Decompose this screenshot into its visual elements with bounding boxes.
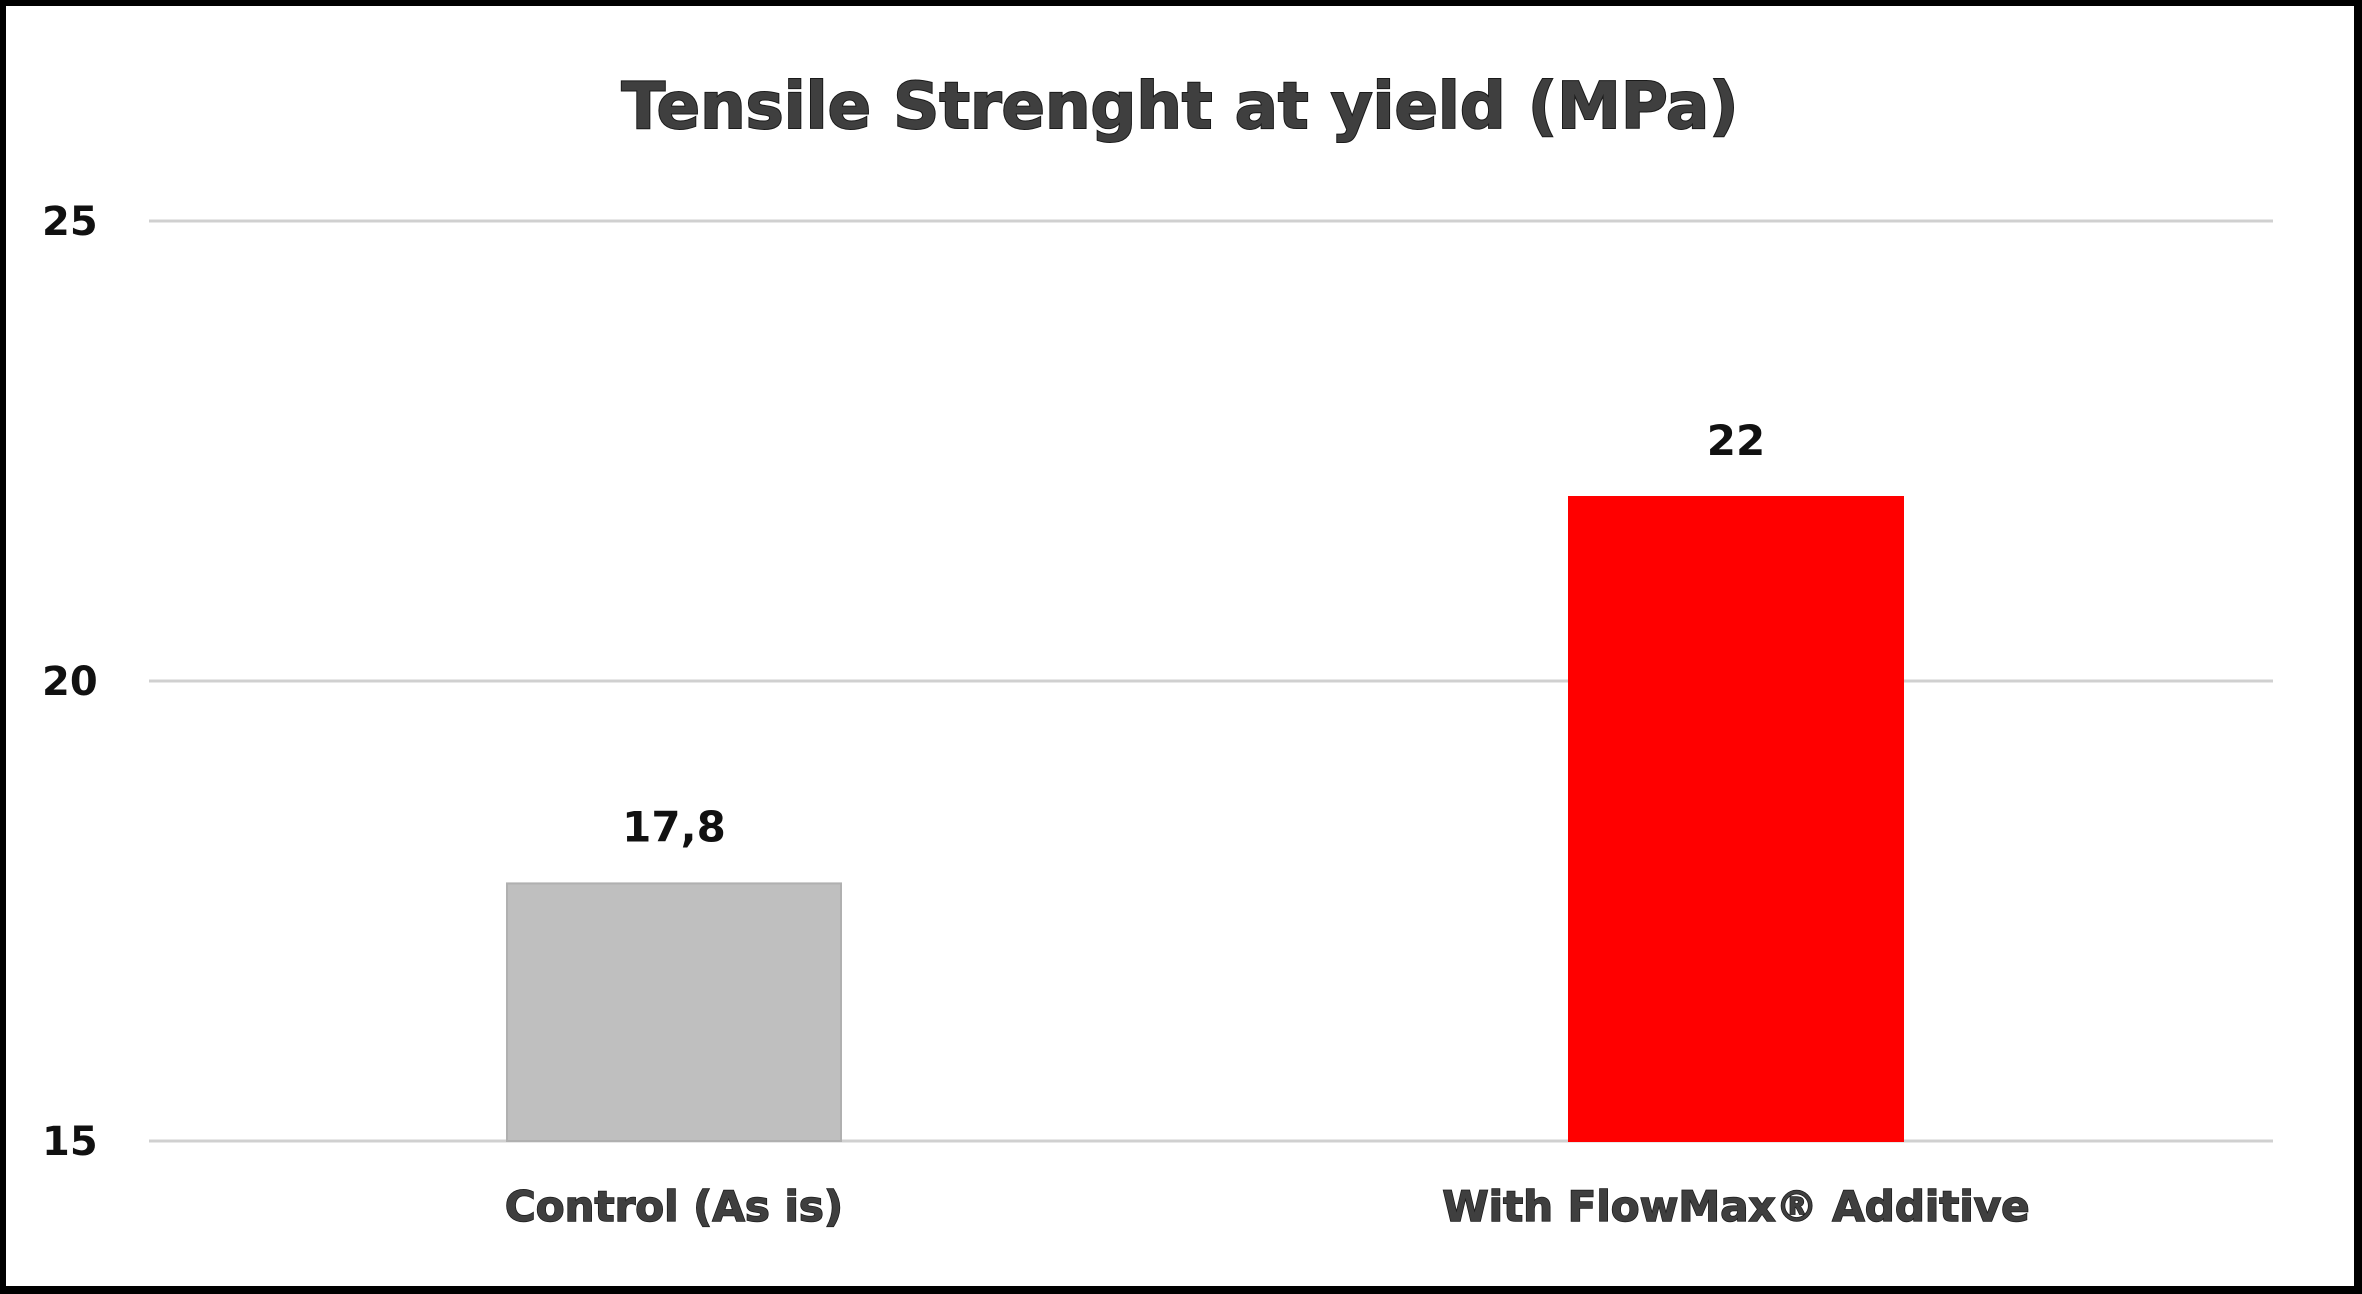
y-tick-label-15: 15 — [42, 1119, 98, 1165]
chart-title: Tensile Strenght at yield (MPa) — [622, 70, 1739, 144]
y-axis-ticks: 15 20 25 — [42, 199, 98, 1165]
data-label-2: 22 — [1707, 416, 1765, 465]
bars — [506, 496, 1904, 1143]
x-axis-ticks: Control (As is) With FlowMax® Additive — [504, 1181, 2030, 1232]
gridlines — [149, 219, 2273, 1143]
y-tick-label-20: 20 — [42, 659, 98, 705]
data-labels: 17,8 22 — [622, 416, 1765, 851]
bar-2 — [1568, 496, 1904, 1142]
x-tick-label-1: Control (As is) — [505, 1182, 843, 1231]
bar-chart: Tensile Strenght at yield (MPa) 15 20 25 1… — [42, 69, 2273, 1232]
bar-1 — [506, 882, 842, 1143]
y-tick-label-25: 25 — [42, 199, 98, 245]
x-tick-label-2: With FlowMax® Additive — [1442, 1182, 2029, 1231]
data-label-1: 17,8 — [622, 802, 726, 851]
chart-frame: Tensile Strenght at yield (MPa) 15 20 25 1… — [6, 6, 2354, 1286]
